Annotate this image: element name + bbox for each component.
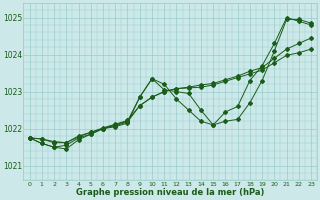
- X-axis label: Graphe pression niveau de la mer (hPa): Graphe pression niveau de la mer (hPa): [76, 188, 265, 197]
